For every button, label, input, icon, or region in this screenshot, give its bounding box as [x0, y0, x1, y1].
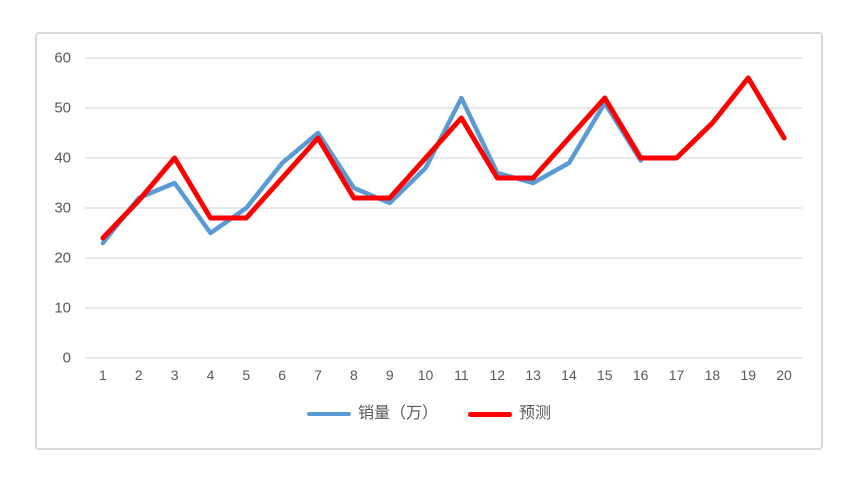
chart-card: 0 10 20 30 40 50 60 1 2 3 4 5 6 7 8 9 10 11 12 13 14 15 16 17 1… — [35, 32, 823, 450]
y-tick-label: 50 — [54, 99, 71, 117]
sales-line-swatch — [306, 411, 351, 417]
legend: 销量（万） 预测 — [37, 406, 821, 422]
y-tick-label: 20 — [54, 249, 71, 267]
legend-label-sales: 销量（万） — [357, 405, 438, 422]
x-tick-label: 7 — [314, 367, 322, 383]
series-line-1[interactable] — [100, 75, 787, 241]
legend-item-sales[interactable]: 销量（万） — [306, 405, 438, 422]
x-axis-labels: 1 2 3 4 5 6 7 8 9 10 11 12 13 14 15 16 17 18 19 20 — [85, 368, 802, 386]
x-tick-label: 4 — [206, 367, 215, 383]
x-tick-label: 15 — [597, 367, 613, 383]
x-tick-label: 16 — [632, 367, 649, 383]
x-tick-label: 14 — [561, 367, 577, 383]
x-tick-label: 20 — [776, 367, 792, 383]
y-axis-labels: 0 10 20 30 40 50 60 — [37, 51, 71, 366]
x-tick-label: 5 — [242, 367, 251, 383]
y-tick-label: 30 — [54, 199, 71, 217]
x-tick-label: 3 — [170, 367, 179, 383]
y-tick-label: 40 — [54, 149, 71, 167]
y-tick-label: 10 — [54, 299, 71, 317]
x-tick-label: 11 — [454, 367, 469, 383]
x-tick-label: 8 — [349, 367, 358, 383]
x-tick-label: 13 — [525, 367, 541, 383]
x-tick-label: 19 — [740, 367, 757, 383]
x-tick-label: 2 — [134, 367, 143, 383]
x-tick-label: 1 — [99, 367, 107, 383]
y-tick-label: 0 — [62, 349, 71, 367]
legend-label-forecast: 预测 — [519, 405, 552, 422]
x-tick-label: 6 — [278, 367, 287, 383]
x-tick-label: 18 — [704, 367, 721, 383]
forecast-line-swatch — [468, 411, 512, 417]
line-chart — [85, 57, 802, 359]
x-tick-label: 9 — [385, 367, 394, 383]
plot-area — [85, 57, 802, 359]
x-tick-label: 10 — [417, 367, 434, 383]
y-tick-label: 60 — [54, 49, 71, 67]
x-tick-label: 12 — [489, 367, 506, 383]
legend-item-forecast[interactable]: 预测 — [468, 406, 551, 422]
x-tick-label: 17 — [668, 367, 685, 383]
